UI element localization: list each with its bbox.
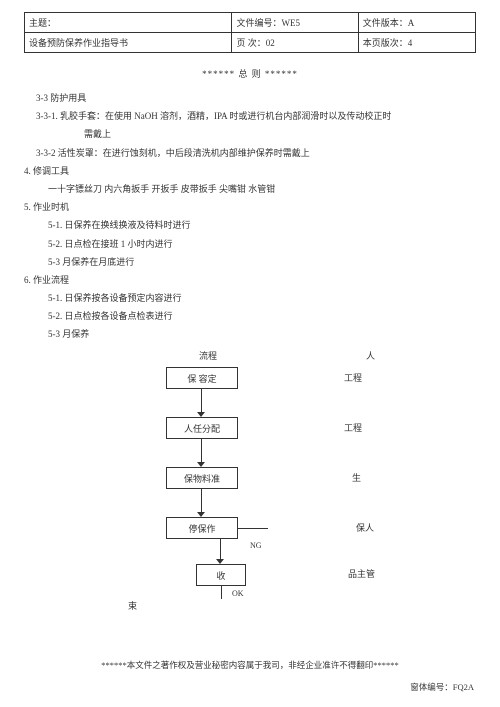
hdr-docno: 文件编号：WE5 <box>232 13 358 33</box>
flow-person-1: 工程 <box>344 371 362 384</box>
arrow-icon <box>220 539 221 559</box>
hdr-rev: 本页版次：4 <box>358 33 475 53</box>
line: 5-3 月保养在月底进行 <box>24 254 476 270</box>
line: 3-3 防护用具 <box>24 90 476 106</box>
ok-connector <box>221 586 222 599</box>
flow-box-3: 保物料准 <box>166 467 238 489</box>
ng-label: NG <box>250 541 262 550</box>
line: 3-3-2 活性炭罩：在进行蚀刻机，中后段清洗机内部维护保养时需戴上 <box>24 145 476 161</box>
arrow-icon <box>201 389 202 412</box>
body-text: 3-3 防护用具 3-3-1. 乳胶手套：在使用 NaOH 溶剂，酒精，IPA … <box>24 90 476 343</box>
hdr-version: 文件版本：A <box>358 13 475 33</box>
flow-person-2: 工程 <box>344 421 362 434</box>
flow-box-1: 保 容定 <box>166 367 238 389</box>
hdr-title: 设备预防保养作业指导书 <box>25 33 232 53</box>
line: 6. 作业流程 <box>24 272 476 288</box>
arrow-icon <box>201 489 202 512</box>
flow-person-5: 品主管 <box>348 567 375 580</box>
hdr-subject: 主题： <box>25 13 232 33</box>
flow-box-2: 人任分配 <box>166 417 238 439</box>
line: 5. 作业时机 <box>24 199 476 215</box>
flow-header-process: 流程 <box>199 349 217 362</box>
ok-label: OK <box>232 589 244 598</box>
flow-person-3: 生 <box>352 471 361 484</box>
flow-person-4: 保人 <box>356 521 374 534</box>
line: 一十字镖丝刀 内六角扳手 开扳手 皮带扳手 尖嘴钳 水管钳 <box>24 181 476 197</box>
flowchart: 流程 人 保 容定 工程 人任分配 工程 保物料准 生 停保作 保人 NG 收 … <box>104 349 476 609</box>
flow-end: 束 <box>128 599 137 612</box>
ng-connector <box>238 528 268 529</box>
line: 5-3 月保养 <box>24 326 476 342</box>
line: 需戴上 <box>24 126 476 142</box>
section-title: ****** 总 则 ****** <box>24 67 476 80</box>
copyright-footer: ******本文件之著作权及营业秘密内容属于我司，非经企业准许不得翻印*****… <box>0 659 500 671</box>
line: 3-3-1. 乳胶手套：在使用 NaOH 溶剂，酒精，IPA 时或进行机台内部润… <box>24 108 476 124</box>
flow-header-person: 人 <box>366 349 375 362</box>
line: 5-2. 日点检在接班 1 小时内进行 <box>24 236 476 252</box>
line: 5-1. 日保养在换线换液及待料时进行 <box>24 217 476 233</box>
header-table: 主题： 文件编号：WE5 文件版本：A 设备预防保养作业指导书 页 次：02 本… <box>24 12 476 53</box>
line: 4. 修调工具 <box>24 163 476 179</box>
line: 5-1. 日保养按各设备预定内容进行 <box>24 290 476 306</box>
flow-box-4: 停保作 <box>166 517 238 539</box>
line: 5-2. 日点检按各设备点检表进行 <box>24 308 476 324</box>
hdr-page: 页 次：02 <box>232 33 358 53</box>
flow-box-5: 收 <box>196 564 246 586</box>
form-number: 窗体编号：FQ2A <box>410 681 474 693</box>
arrow-icon <box>201 439 202 462</box>
